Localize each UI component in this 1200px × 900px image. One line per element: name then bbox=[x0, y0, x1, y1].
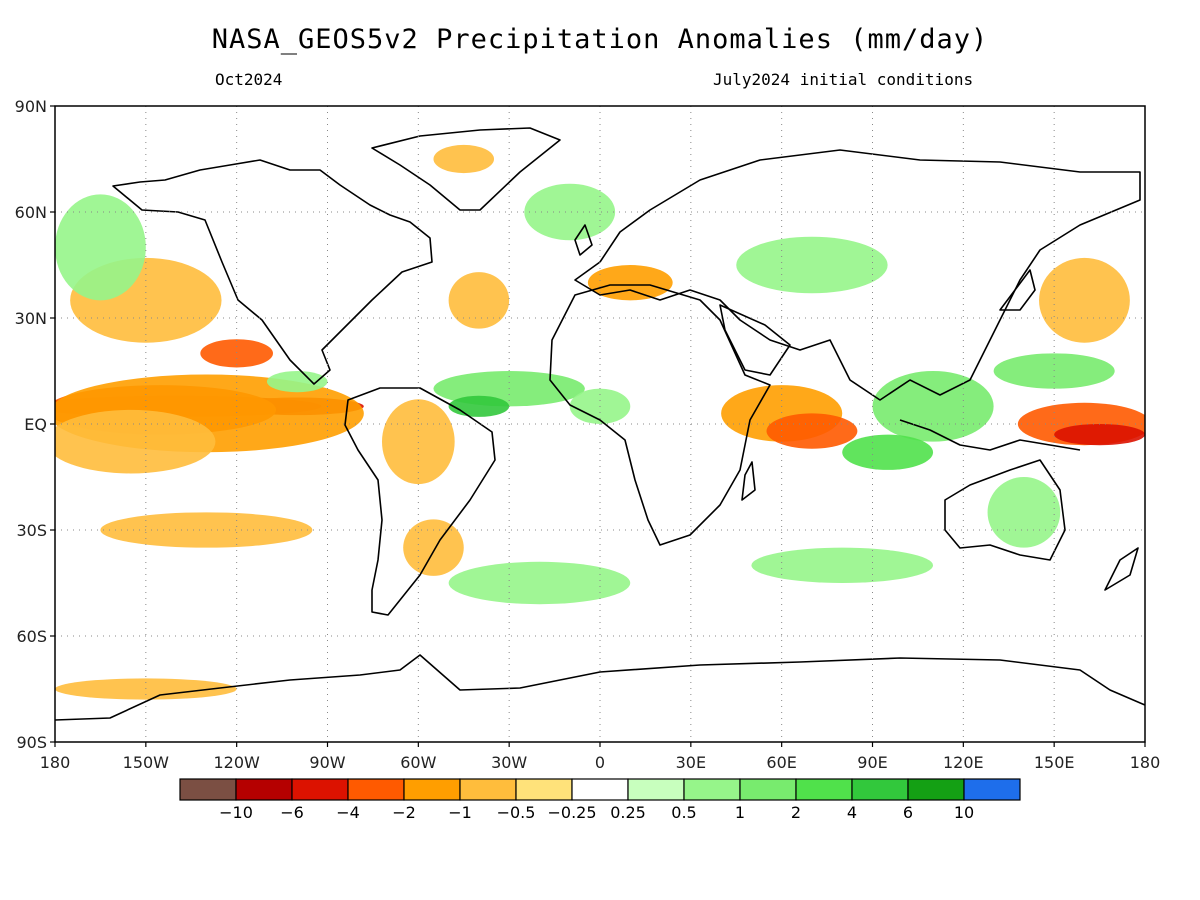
lon-tick-label: 30W bbox=[491, 753, 527, 772]
colorbar-label: 2 bbox=[791, 803, 801, 822]
anomaly-region bbox=[55, 678, 237, 700]
colorbar-swatch bbox=[571, 778, 629, 801]
colorbar-swatch bbox=[907, 778, 965, 801]
anomaly-region bbox=[524, 183, 616, 241]
coastline-japan bbox=[999, 269, 1036, 311]
colorbar-swatch bbox=[291, 778, 349, 801]
colorbar-swatch bbox=[403, 778, 461, 801]
colorbar-label: 4 bbox=[847, 803, 857, 822]
latitude-axis: 90N 60N 30N EQ 30S 60S 90S bbox=[15, 97, 55, 752]
lat-tick-label: EQ bbox=[24, 415, 47, 434]
anomaly-region bbox=[766, 413, 858, 449]
colorbar-label: 0.5 bbox=[671, 803, 696, 822]
lon-tick-label: 30E bbox=[676, 753, 706, 772]
anomaly-region bbox=[587, 265, 673, 301]
lon-tick-label: 180 bbox=[1130, 753, 1161, 772]
coastline-indonesia bbox=[899, 419, 1081, 451]
anomaly-region bbox=[751, 547, 934, 583]
lon-tick-label: 90E bbox=[857, 753, 887, 772]
coastline-eurasia bbox=[574, 149, 1141, 401]
colorbar-label: −4 bbox=[336, 803, 360, 822]
colorbar-label: 6 bbox=[903, 803, 913, 822]
anomaly-region bbox=[266, 371, 328, 393]
anomaly-region bbox=[1054, 424, 1145, 446]
colorbar-swatch bbox=[179, 778, 237, 801]
anomaly-region bbox=[448, 561, 631, 605]
coastline-uk bbox=[574, 224, 593, 256]
colorbar-label: −1 bbox=[448, 803, 472, 822]
colorbar-swatch bbox=[515, 778, 573, 801]
graticule bbox=[55, 106, 1145, 742]
lon-tick-label: 150E bbox=[1034, 753, 1075, 772]
lat-tick-label: 90N bbox=[15, 97, 47, 116]
colorbar-label: 0.25 bbox=[610, 803, 646, 822]
colorbar-swatch bbox=[683, 778, 741, 801]
anomaly-region bbox=[1039, 257, 1130, 343]
lon-tick-label: 90W bbox=[309, 753, 345, 772]
anomaly-region bbox=[200, 339, 273, 368]
lon-tick-label: 0 bbox=[595, 753, 605, 772]
colorbar-swatch bbox=[235, 778, 293, 801]
colorbar-label: −10 bbox=[219, 803, 253, 822]
lat-tick-label: 60N bbox=[15, 203, 47, 222]
lon-tick-label: 180 bbox=[40, 753, 71, 772]
colorbar-label: −2 bbox=[392, 803, 416, 822]
coastline-north-america bbox=[112, 159, 433, 385]
coastline-south-america bbox=[344, 387, 496, 616]
anomaly-region bbox=[736, 236, 888, 294]
anomaly-region bbox=[55, 409, 216, 474]
coastline-greenland bbox=[371, 127, 561, 211]
coastline-australia bbox=[944, 459, 1066, 561]
anomaly-region bbox=[100, 512, 313, 548]
anomaly-region bbox=[433, 144, 495, 174]
lon-tick-label: 60W bbox=[400, 753, 436, 772]
colorbar-label: −0.25 bbox=[547, 803, 596, 822]
colorbar-swatch bbox=[459, 778, 517, 801]
lon-tick-label: 150W bbox=[123, 753, 170, 772]
lon-tick-label: 60E bbox=[766, 753, 796, 772]
colorbar-swatch bbox=[739, 778, 797, 801]
lat-tick-label: 60S bbox=[16, 627, 47, 646]
coastline-new-zealand bbox=[1104, 547, 1139, 591]
lat-tick-label: 90S bbox=[16, 733, 47, 752]
lon-tick-label: 120W bbox=[213, 753, 260, 772]
colorbar-label: −6 bbox=[280, 803, 304, 822]
colorbar-swatch bbox=[795, 778, 853, 801]
coastline-africa bbox=[549, 284, 771, 546]
coastline-antarctica bbox=[55, 654, 1145, 721]
anomaly-region bbox=[993, 353, 1115, 389]
lat-tick-label: 30N bbox=[15, 309, 47, 328]
colorbar-swatch bbox=[963, 778, 1021, 801]
map-title: NASA_GEOS5v2 Precipitation Anomalies (mm… bbox=[211, 24, 989, 55]
anomaly-region bbox=[55, 194, 146, 301]
anomaly-region bbox=[842, 434, 934, 470]
anomaly-region bbox=[987, 476, 1061, 548]
coastlines bbox=[55, 127, 1145, 721]
colorbar-label: 10 bbox=[954, 803, 974, 822]
anomaly-region bbox=[448, 272, 510, 329]
anomaly-region bbox=[448, 395, 510, 417]
coastline-madagascar bbox=[741, 461, 756, 501]
anomaly-region bbox=[382, 399, 455, 485]
colorbar-swatch bbox=[627, 778, 685, 801]
lon-tick-label: 120E bbox=[943, 753, 984, 772]
anomaly-region bbox=[403, 519, 464, 576]
initial-conditions: July2024 initial conditions bbox=[713, 70, 974, 89]
colorbar-label: −0.5 bbox=[497, 803, 536, 822]
colorbar-swatch bbox=[347, 778, 405, 801]
forecast-month: Oct2024 bbox=[215, 70, 283, 89]
colorbar-label: 1 bbox=[735, 803, 745, 822]
coastline-arabia bbox=[719, 304, 791, 376]
colorbar: −10 −6 −4 −2 −1 −0.5 −0.25 0.25 0.5 1 2 4 6 10 bbox=[179, 778, 1021, 822]
lat-tick-label: 30S bbox=[16, 521, 47, 540]
colorbar-swatch bbox=[851, 778, 909, 801]
longitude-axis: 180 150W 120W 90W 60W 30W 0 30E 60E 90E 120E 150E 18… bbox=[40, 742, 1161, 772]
